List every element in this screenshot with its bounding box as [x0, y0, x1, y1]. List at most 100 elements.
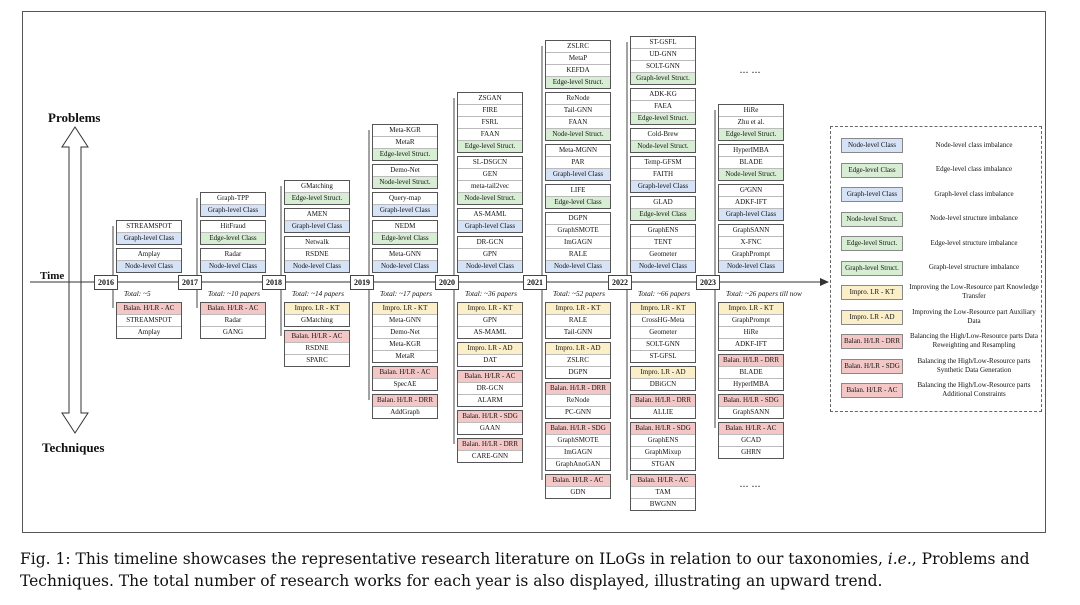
paper-cell: LIFE [546, 185, 610, 196]
technique-group: Balan. H/LR - SDG GraphSMOTE ImGAGN GraphAn… [545, 422, 611, 471]
category-tag: Edge-level Struct. [373, 148, 437, 160]
paper-cell: FAAN [458, 128, 522, 140]
category-tag: Balan. H/LR - SDG [458, 411, 522, 422]
legend-item: Balan. H/LR - SDG Balancing the High/Low-… [841, 356, 1041, 376]
paper-cell: UD-GNN [631, 48, 695, 60]
category-tag: Graph-level Class [631, 180, 695, 192]
category-tag: Balan. H/LR - AC [373, 367, 437, 378]
category-tag: Graph-level Class [285, 220, 349, 232]
paper-cell: DBiGCN [631, 378, 695, 390]
category-tag: Edge-level Class [201, 232, 265, 244]
paper-cell: SL-DSGCN [458, 157, 522, 168]
paper-cell: RALE [546, 314, 610, 326]
paper-cell: SPARC [285, 354, 349, 366]
paper-cell: AS-MAML [458, 326, 522, 338]
paper-cell: ImGAGN [546, 446, 610, 458]
legend: Node-level Class Node-level class imbalan… [830, 126, 1042, 412]
paper-cell: GraphENS [631, 434, 695, 446]
category-tag: Node-level Struct. [458, 192, 522, 204]
paper-cell: GLAD [631, 197, 695, 208]
paper-cell: GraphSANN [719, 225, 783, 236]
year-marker: 2023 [696, 275, 720, 290]
category-tag: Node-level Class [117, 260, 181, 272]
paper-cell: GAAN [458, 422, 522, 434]
category-tag: Node-level Class [719, 260, 783, 272]
year-total: Total: ~66 papers [638, 289, 690, 298]
paper-cell: GraphSMOTE [546, 434, 610, 446]
problem-group: ZSGAN FIRE FSRL FAAN Edge-level Struct. [457, 92, 523, 153]
legend-description: Improving the Low-Resource part Auxiliar… [912, 307, 1036, 325]
category-tag: Balan. H/LR - DRR [373, 395, 437, 406]
paper-cell: BLADE [719, 156, 783, 168]
problem-group: NEDM Edge-level Class [372, 220, 438, 245]
paper-cell: ALLIE [631, 406, 695, 418]
category-tag: Balan. H/LR - AC [117, 303, 181, 314]
paper-cell: GraphMixup [631, 446, 695, 458]
paper-cell: Cold-Brew [631, 129, 695, 140]
category-tag: Balan. H/LR - AC [719, 423, 783, 434]
paper-cell: PC-GNN [546, 406, 610, 418]
legend-description: Node-level structure imbalance [930, 214, 1018, 222]
paper-cell: ZSGAN [458, 93, 522, 104]
paper-cell: MetaR [373, 350, 437, 362]
legend-item: Node-level Struct. Node-level structure i… [841, 209, 1041, 229]
paper-cell: FAITH [631, 168, 695, 180]
category-tag: Graph-level Class [719, 208, 783, 220]
legend-swatch: Edge-level Class [841, 162, 903, 178]
technique-group: Balan. H/LR - AC DR-GCN ALARM [457, 370, 523, 407]
problem-group: HyperIMBA BLADE Node-level Struct. [718, 144, 784, 181]
paper-cell: GraphSMOTE [546, 224, 610, 236]
technique-group: Impro. LR - KT GMatching [284, 302, 350, 327]
technique-group: Impro. LR - KT RALE Tail-GNN [545, 302, 611, 339]
paper-cell: Geometer [631, 248, 695, 260]
category-tag: Balan. H/LR - SDG [631, 423, 695, 434]
legend-swatch: Graph-level Struct. [841, 260, 903, 276]
paper-cell: AS-MAML [458, 209, 522, 220]
technique-group: Balan. H/LR - AC GCAD GHRN [718, 422, 784, 459]
paper-cell: HitFraud [201, 221, 265, 232]
year-marker: 2018 [262, 275, 286, 290]
category-tag: Edge-level Struct. [719, 128, 783, 140]
problem-group: Query-map Graph-level Class [372, 192, 438, 217]
paper-cell: RSDNE [285, 248, 349, 260]
category-tag: Edge-level Class [631, 208, 695, 220]
paper-cell: GPN [458, 248, 522, 260]
paper-cell: RSDNE [285, 342, 349, 354]
category-tag: Node-level Class [458, 260, 522, 272]
category-tag: Node-level Struct. [631, 140, 695, 152]
paper-cell: GMatching [285, 181, 349, 192]
category-tag: Balan. H/LR - AC [201, 303, 265, 314]
category-tag: Balan. H/LR - AC [546, 475, 610, 486]
problem-group: Temp-GFSM FAITH Graph-level Class [630, 156, 696, 193]
category-tag: Graph-level Struct. [631, 72, 695, 84]
legend-swatch: Graph-level Class [841, 187, 903, 202]
paper-cell: Demo-Net [373, 326, 437, 338]
paper-cell: Temp-GFSM [631, 157, 695, 168]
paper-cell: DAT [458, 354, 522, 366]
techniques-label: Techniques [42, 440, 105, 455]
legend-swatch: Node-level Class [841, 138, 903, 153]
paper-cell: Zhu et al. [719, 116, 783, 128]
paper-cell: DR-GCN [458, 382, 522, 394]
legend-item: Impro. LR - AD Improving the Low-Resource… [841, 307, 1041, 327]
problem-group: GLAD Edge-level Class [630, 196, 696, 221]
technique-group: Impro. LR - AD ZSLRC DGPN [545, 342, 611, 379]
paper-cell: Meta-GNN [373, 249, 437, 260]
paper-cell: Meta-KGR [373, 338, 437, 350]
problems-label: Problems [48, 110, 101, 125]
legend-description: Edge-level class imbalance [935, 165, 1013, 173]
year-total: Total: ~14 papers [292, 289, 344, 298]
paper-cell: Query-map [373, 193, 437, 204]
paper-cell: ImGAGN [546, 236, 610, 248]
paper-cell: Tail-GNN [546, 326, 610, 338]
paper-cell: KEFDA [546, 64, 610, 76]
category-tag: Balan. H/LR - DRR [631, 395, 695, 406]
legend-swatch: Edge-level Struct. [841, 236, 903, 251]
legend-swatch: Balan. H/LR - SDG [841, 358, 903, 374]
paper-cell: MetaR [373, 136, 437, 148]
problem-group: STREAMSPOT Graph-level Class [116, 220, 182, 245]
year-marker: 2019 [350, 275, 374, 290]
category-tag: Node-level Class [631, 260, 695, 272]
paper-cell: GraphENS [631, 225, 695, 236]
problem-group: Meta-KGR MetaR Edge-level Struct. [372, 124, 438, 161]
